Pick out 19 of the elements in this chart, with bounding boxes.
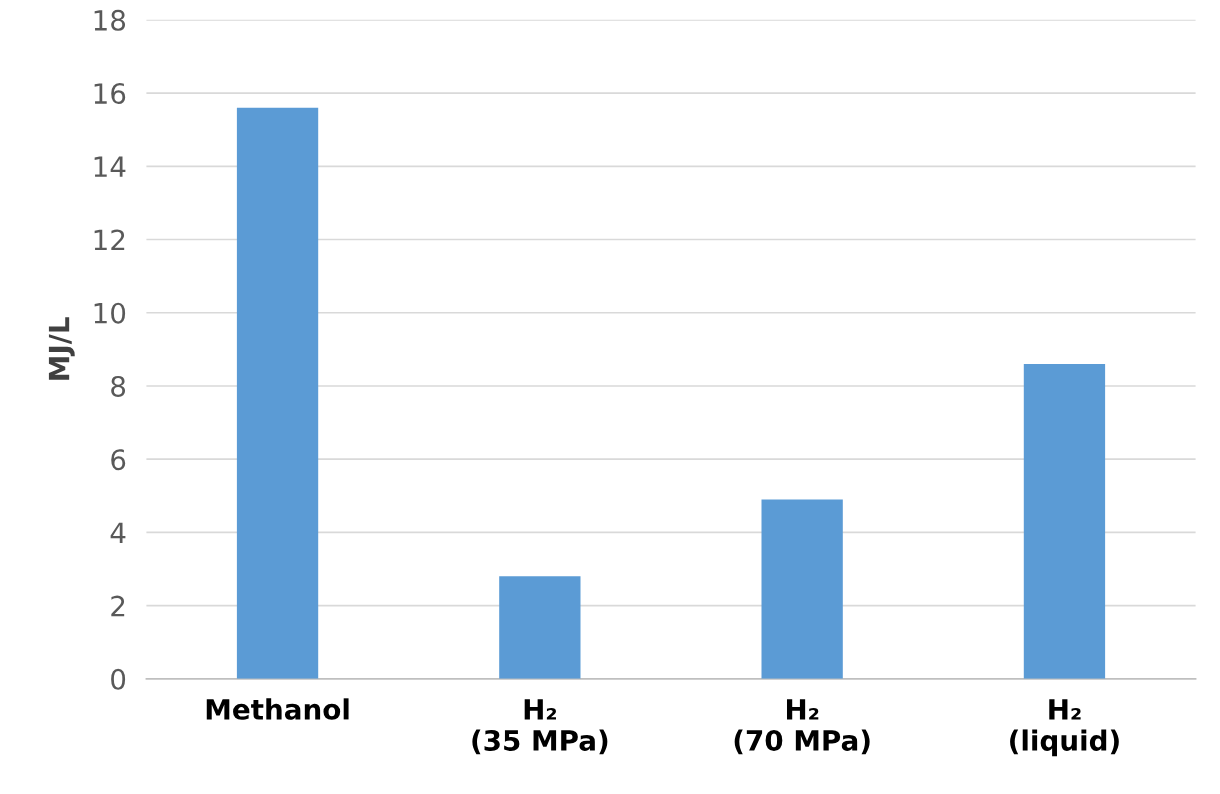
y-tick-label: 2 [111,595,125,617]
y-tick-label: 8 [111,375,126,397]
bar [1023,364,1106,679]
x-tick-label: H₂ (35 MPa) [472,699,608,755]
y-tick-label: 12 [94,229,125,251]
y-tick-label: 16 [94,83,126,105]
x-tick-label: Methanol [206,698,349,720]
y-tick-label: 6 [111,449,126,471]
x-tick-label: H₂ (liquid) [1010,699,1119,757]
y-tick-label: 0 [111,668,126,690]
y-tick-label: 14 [94,156,126,177]
bar [761,499,843,679]
y-tick-label: 4 [110,522,126,543]
x-tick-label: H₂ (70 MPa) [734,699,870,755]
y-axis-title: MJ/L [48,317,75,380]
bar [236,107,319,679]
y-tick-label: 18 [94,9,126,31]
bar [499,576,581,679]
y-tick-label: 10 [94,302,126,324]
